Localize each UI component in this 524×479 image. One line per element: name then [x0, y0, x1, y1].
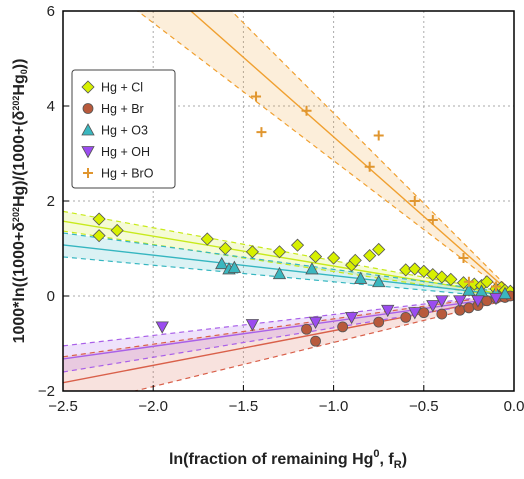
data-point-triangle: [227, 260, 242, 273]
data-point-circle: [301, 323, 312, 335]
data-point-plus: [251, 91, 262, 102]
legend-label: Hg + BrO: [101, 167, 154, 181]
data-point-diamond: [444, 272, 458, 286]
data-point-plus: [373, 130, 384, 141]
legend-marker-circle: [82, 103, 94, 114]
x-tick-label: −2.5: [48, 398, 78, 415]
x-tick-label: −1.0: [319, 398, 349, 415]
regression-line: [189, 11, 514, 297]
data-point-diamond: [408, 262, 422, 276]
data-point-plus: [256, 127, 267, 138]
data-point-diamond: [308, 250, 323, 264]
data-point-diamond: [426, 268, 440, 282]
regression-line: [63, 244, 514, 297]
data-point-circle: [337, 321, 349, 333]
data-point-diamond: [245, 245, 259, 259]
data-point-diamond: [290, 238, 305, 252]
data-point-plus: [409, 196, 420, 206]
legend-marker-plus: [83, 168, 93, 178]
data-point-diamond: [92, 212, 106, 226]
data-point-circle: [310, 335, 321, 347]
data-point-circle: [418, 307, 430, 319]
data-point-diamond: [200, 232, 214, 246]
data-point-plus: [490, 281, 501, 292]
data-point-plus: [364, 161, 375, 172]
data-point-triangle: [272, 266, 287, 280]
data-point-triangle: [372, 274, 386, 288]
data-point-diamond: [92, 229, 106, 243]
legend-label: Hg + OH: [101, 145, 150, 159]
data-point-plus: [301, 105, 312, 116]
data-point-diamond: [456, 276, 471, 290]
data-point-triangle-down: [408, 307, 422, 320]
legend-box: [71, 69, 176, 189]
legend-label: Hg + Br: [101, 102, 144, 116]
legend-marker-diamond: [81, 80, 95, 94]
data-point-triangle: [462, 283, 476, 296]
confidence-lower-line: [63, 256, 514, 299]
data-point-plus: [427, 215, 438, 225]
confidence-upper-line: [63, 232, 514, 295]
confidence-upper-line: [63, 293, 514, 358]
data-point-triangle-down: [155, 321, 169, 334]
y-tick-label: 4: [47, 98, 55, 115]
data-point-triangle-down: [245, 319, 260, 332]
data-point-diamond: [363, 249, 377, 263]
y-axis-title: 1000*ln((1000+δ202Hg)/(1000+(δ202Hg0)): [11, 59, 29, 344]
data-point-triangle: [353, 271, 368, 284]
y-tick-label: 0: [47, 288, 55, 305]
data-point-diamond: [480, 275, 494, 289]
x-tick-label: −1.5: [229, 398, 259, 415]
data-point-circle: [400, 311, 412, 323]
data-point-triangle-down: [344, 311, 359, 325]
confidence-upper-line: [63, 293, 514, 347]
legend: Hg + Cl Hg + Br Hg + O3 Hg + OH Hg + BrO: [71, 69, 176, 189]
data-point-triangle: [305, 262, 319, 275]
data-point-diamond: [327, 251, 341, 265]
data-points: [92, 91, 514, 347]
x-axis-ticks: −2.5 −2.0 −1.5 −1.0 −0.5 0.0: [48, 385, 524, 415]
x-tick-label: −2.0: [138, 398, 168, 415]
data-point-diamond: [110, 223, 124, 238]
data-point-triangle-down: [381, 304, 395, 318]
x-tick-label: 0.0: [504, 398, 524, 415]
data-point-circle: [463, 302, 475, 314]
confidence-band: [137, 11, 514, 299]
data-point-plus: [458, 253, 469, 263]
data-point-triangle-down: [489, 292, 503, 306]
data-point-triangle-down: [435, 295, 449, 308]
data-point-triangle-down: [453, 295, 467, 308]
data-point-circle: [436, 308, 448, 320]
x-tick-label: −0.5: [409, 398, 439, 415]
legend-label: Hg + Cl: [101, 81, 143, 95]
legend-marker-triangle: [81, 123, 95, 136]
data-point-diamond: [435, 270, 449, 284]
y-tick-label: 2: [47, 193, 55, 210]
legend-marker-triangle-down: [81, 146, 95, 159]
data-point-plus: [463, 276, 474, 287]
y-tick-label: −2: [38, 383, 55, 400]
confidence-band: [63, 293, 514, 372]
regression-line: [63, 295, 514, 360]
x-axis-title: ln(fraction of remaining Hg0, fR): [169, 448, 407, 471]
data-point-diamond: [272, 245, 287, 259]
legend-label: Hg + O3: [101, 124, 148, 138]
data-point-triangle-down: [471, 295, 485, 308]
data-point-circle: [373, 316, 385, 328]
y-tick-label: 6: [47, 3, 55, 20]
confidence-upper-line: [230, 11, 514, 295]
data-point-triangle-down: [426, 300, 440, 313]
data-point-diamond: [372, 242, 386, 257]
data-point-diamond: [348, 253, 362, 267]
data-point-diamond: [218, 241, 232, 256]
data-point-triangle-down: [308, 316, 323, 329]
y-axis-ticks: −2 0 2 4 6: [38, 3, 69, 400]
data-point-triangle: [215, 256, 229, 270]
